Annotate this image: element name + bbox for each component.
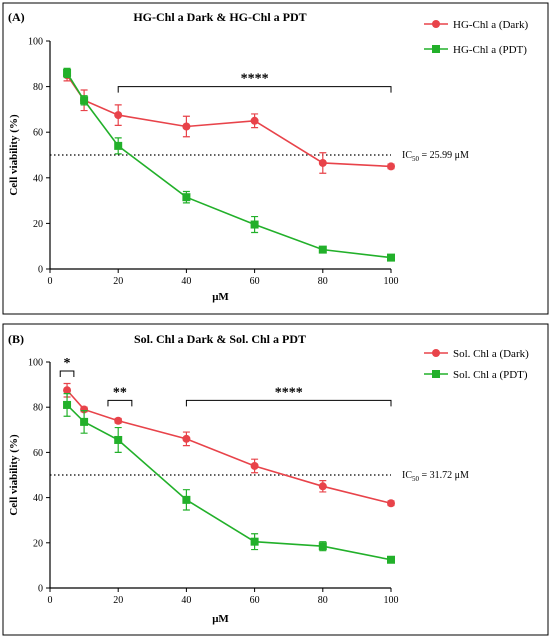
- y-tick-label: 80: [33, 403, 43, 414]
- data-point: [80, 405, 89, 414]
- significance-label: *: [64, 356, 71, 371]
- panel-label: (A): [8, 10, 25, 24]
- x-tick-label: 40: [181, 595, 191, 606]
- series-square: [63, 393, 395, 564]
- data-point: [182, 434, 191, 443]
- y-tick-label: 20: [33, 538, 43, 549]
- x-tick-label: 40: [181, 276, 191, 287]
- x-tick-label: 80: [318, 595, 328, 606]
- data-point: [250, 116, 259, 125]
- ic50-value: = 25.99 μM: [419, 150, 469, 161]
- significance-bracket: [107, 399, 133, 407]
- series-line: [66, 74, 392, 168]
- legend-entry: HG-Chl a (PDT): [424, 44, 527, 56]
- data-point: [182, 122, 191, 131]
- y-tick-label: 80: [33, 82, 43, 93]
- series-line: [66, 389, 392, 505]
- series-line: [66, 404, 392, 561]
- y-tick-label: 40: [33, 493, 43, 504]
- legend-entry: Sol. Chl a (PDT): [424, 369, 528, 381]
- panel-frame: [2, 2, 549, 315]
- significance-label: ****: [241, 72, 269, 87]
- ic50-subscript: 50: [412, 155, 420, 163]
- y-tick-label: 100: [28, 37, 43, 48]
- data-point: [182, 193, 191, 202]
- ic50-annotation: IC50 = 31.72 μM: [402, 470, 469, 483]
- data-point: [250, 537, 259, 546]
- y-tick-label: 20: [33, 219, 43, 230]
- data-point: [387, 162, 395, 171]
- x-tick-label: 20: [113, 595, 123, 606]
- series-line: [66, 72, 392, 259]
- data-point: [80, 417, 89, 426]
- series-square: [63, 67, 395, 262]
- x-tick-label: 0: [48, 595, 53, 606]
- significance-bracket: [59, 370, 75, 378]
- data-point: [387, 253, 395, 262]
- y-tick-label: 0: [38, 584, 43, 595]
- data-point: [114, 141, 123, 150]
- y-tick-label: 100: [28, 358, 43, 369]
- x-tick-label: 100: [384, 595, 399, 606]
- panel-frame: [2, 323, 549, 636]
- data-point: [250, 220, 259, 229]
- legend-label: Sol. Chl a (PDT): [453, 369, 528, 381]
- panel-label: (B): [8, 332, 24, 346]
- legend-marker: [432, 20, 440, 28]
- y-tick-label: 40: [33, 173, 43, 184]
- y-axis-label: Cell viability (%): [8, 434, 20, 516]
- data-point: [318, 158, 327, 167]
- x-tick-label: 60: [250, 595, 260, 606]
- y-axis-label: Cell viability (%): [8, 114, 20, 196]
- chart-panel-1: (B) Sol. Chl a Dark & Sol. Chl a PDT 0 20 40…: [2, 323, 549, 636]
- data-point: [387, 499, 395, 508]
- data-point: [114, 435, 123, 444]
- series-circle: [63, 382, 395, 508]
- legend-entry: Sol. Chl a (Dark): [424, 348, 529, 360]
- significance-label: **: [113, 385, 127, 400]
- ic50-prefix: IC: [402, 150, 412, 161]
- data-point: [250, 461, 259, 470]
- ic50-annotation: IC50 = 25.99 μM: [402, 150, 469, 163]
- series-circle: [63, 68, 395, 174]
- data-point: [63, 68, 72, 77]
- data-point: [63, 400, 72, 409]
- x-tick-label: 80: [318, 276, 328, 287]
- x-tick-label: 20: [113, 276, 123, 287]
- x-tick-label: 100: [384, 276, 399, 287]
- significance-bracket: [117, 86, 392, 93]
- significance-label: ****: [275, 385, 303, 400]
- data-point: [114, 111, 123, 120]
- ic50-prefix: IC: [402, 470, 412, 481]
- legend-label: Sol. Chl a (Dark): [453, 348, 529, 360]
- chart-panel-0: (A) HG-Chl a Dark & HG-Chl a PDT 0 20 40 60 80…: [2, 2, 549, 315]
- data-point: [318, 245, 327, 254]
- significance-bracket: [185, 399, 392, 407]
- legend-entry: HG-Chl a (Dark): [424, 19, 528, 31]
- data-point: [318, 482, 327, 491]
- data-point: [318, 542, 327, 551]
- y-tick-label: 60: [33, 448, 43, 459]
- legend-marker: [432, 349, 440, 357]
- legend-label: HG-Chl a (PDT): [453, 44, 527, 56]
- legend-label: HG-Chl a (Dark): [453, 19, 528, 31]
- ic50-value: = 31.72 μM: [419, 470, 469, 481]
- x-tick-label: 0: [48, 276, 53, 287]
- data-point: [114, 416, 123, 425]
- x-axis-label: μM: [212, 291, 229, 303]
- chart-title: Sol. Chl a Dark & Sol. Chl a PDT: [134, 332, 306, 346]
- data-point: [387, 555, 395, 564]
- data-point: [182, 495, 191, 504]
- x-axis-label: μM: [212, 613, 229, 625]
- legend-marker: [432, 45, 440, 53]
- chart-title: HG-Chl a Dark & HG-Chl a PDT: [133, 10, 306, 24]
- ic50-subscript: 50: [412, 475, 420, 483]
- y-tick-label: 60: [33, 128, 43, 139]
- x-tick-label: 60: [250, 276, 260, 287]
- legend-marker: [432, 370, 440, 378]
- y-tick-label: 0: [38, 265, 43, 276]
- data-point: [63, 386, 72, 395]
- data-point: [80, 96, 89, 105]
